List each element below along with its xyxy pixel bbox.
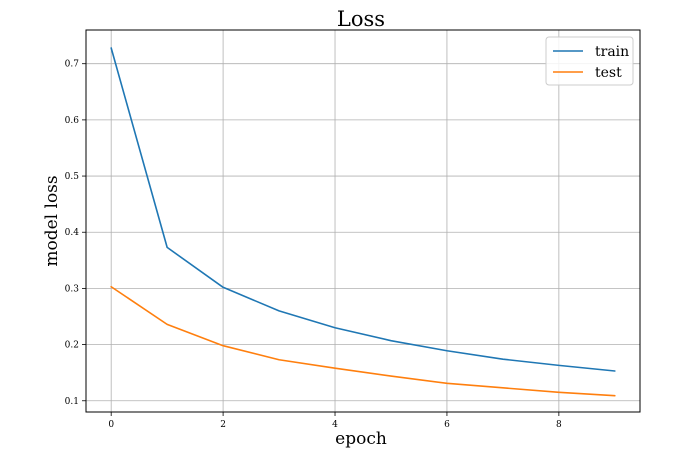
axis-ticks: 0 2 4 6 8 0.1 0.2 0.3 0.4 0.5 0.6 0.7 (65, 60, 562, 430)
y-tick-label: 0.5 (65, 172, 80, 182)
series-line-train (110, 47, 616, 372)
y-tick-label: 0.7 (65, 60, 80, 70)
x-tick-label: 8 (556, 420, 562, 430)
x-axis-title: epoch (335, 429, 387, 449)
plot-area-frame (85, 29, 641, 413)
y-tick-label: 0.2 (65, 341, 79, 351)
x-tick-label: 4 (332, 420, 338, 430)
legend-label-train: train (595, 44, 629, 60)
legend-box (545, 36, 634, 86)
plot-series (110, 47, 616, 397)
legend-label-test: test (595, 65, 622, 81)
y-tick-label: 0.1 (65, 397, 79, 407)
chart-title: Loss (337, 7, 385, 31)
x-tick-label: 6 (444, 420, 450, 430)
grid-lines (86, 30, 640, 412)
x-tick-label: 0 (108, 420, 114, 430)
series-line-test (110, 285, 616, 397)
y-tick-label: 0.3 (65, 284, 80, 294)
y-tick-label: 0.4 (65, 228, 80, 238)
x-tick-label: 2 (220, 420, 226, 430)
y-axis-title: model loss (42, 175, 62, 266)
y-tick-label: 0.6 (65, 116, 80, 126)
legend: train test (545, 36, 634, 86)
